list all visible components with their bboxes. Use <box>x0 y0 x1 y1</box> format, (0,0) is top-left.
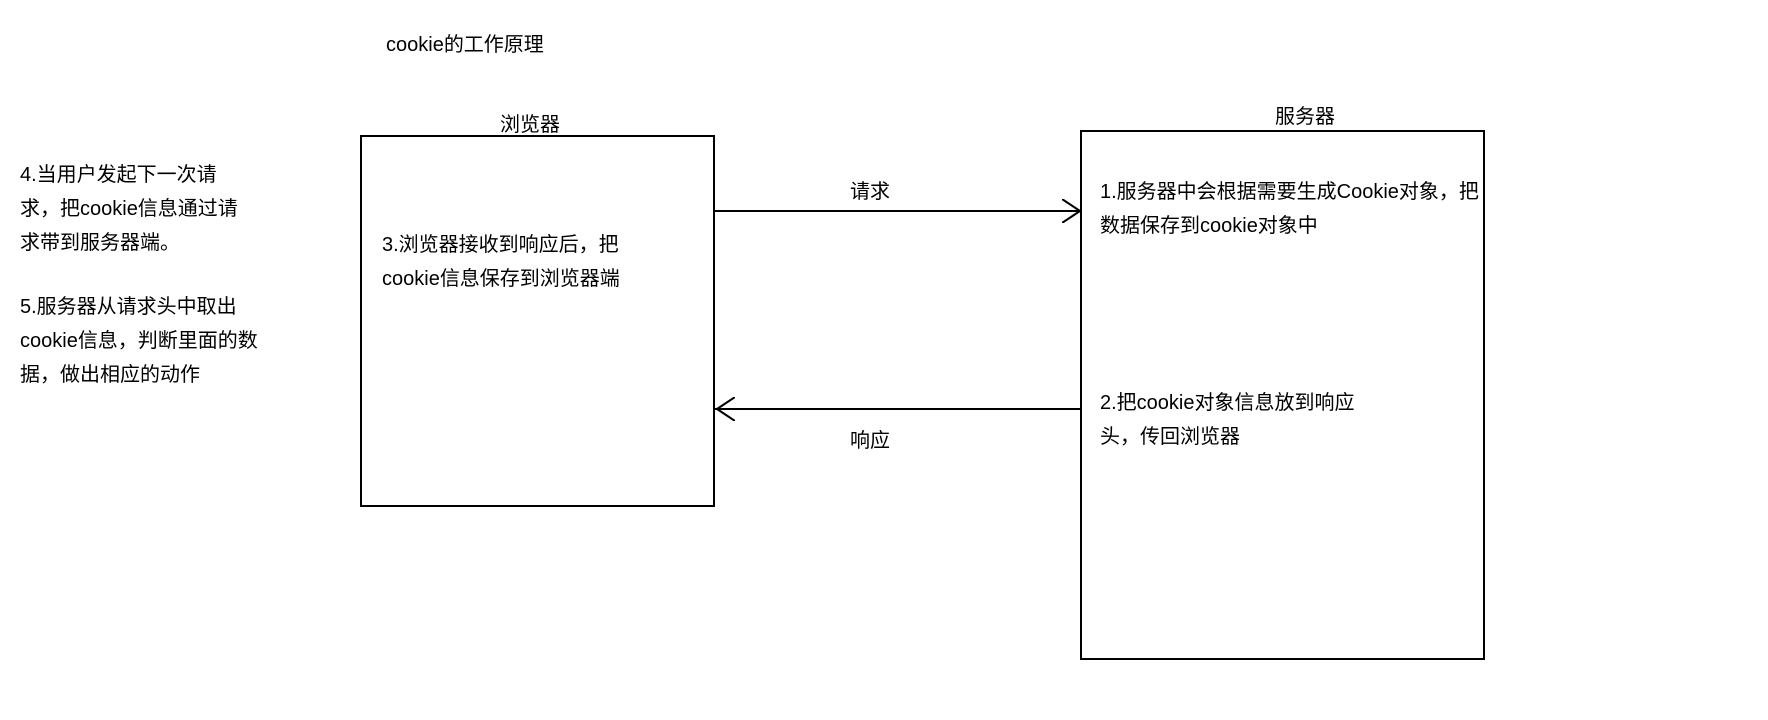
response-arrow-line <box>715 408 1080 410</box>
server-step2-text: 2.把cookie对象信息放到响应头，传回浏览器 <box>1100 386 1360 454</box>
response-arrowhead-icon <box>713 397 735 421</box>
response-label: 响应 <box>850 424 890 453</box>
browser-step3-text: 3.浏览器接收到响应后，把cookie信息保存到浏览器端 <box>382 228 672 296</box>
request-label: 请求 <box>850 175 890 204</box>
request-arrow-line <box>715 210 1080 212</box>
server-label: 服务器 <box>1275 100 1335 129</box>
browser-box <box>360 135 715 507</box>
server-step1-text: 1.服务器中会根据需要生成Cookie对象，把数据保存到cookie对象中 <box>1100 175 1490 243</box>
diagram-title: cookie的工作原理 <box>386 28 544 57</box>
annotation-step4: 4.当用户发起下一次请求，把cookie信息通过请求带到服务器端。 <box>20 158 255 260</box>
annotation-step5: 5.服务器从请求头中取出cookie信息，判断里面的数据，做出相应的动作 <box>20 290 270 392</box>
request-arrowhead-icon <box>1062 199 1084 223</box>
browser-label: 浏览器 <box>500 108 560 137</box>
